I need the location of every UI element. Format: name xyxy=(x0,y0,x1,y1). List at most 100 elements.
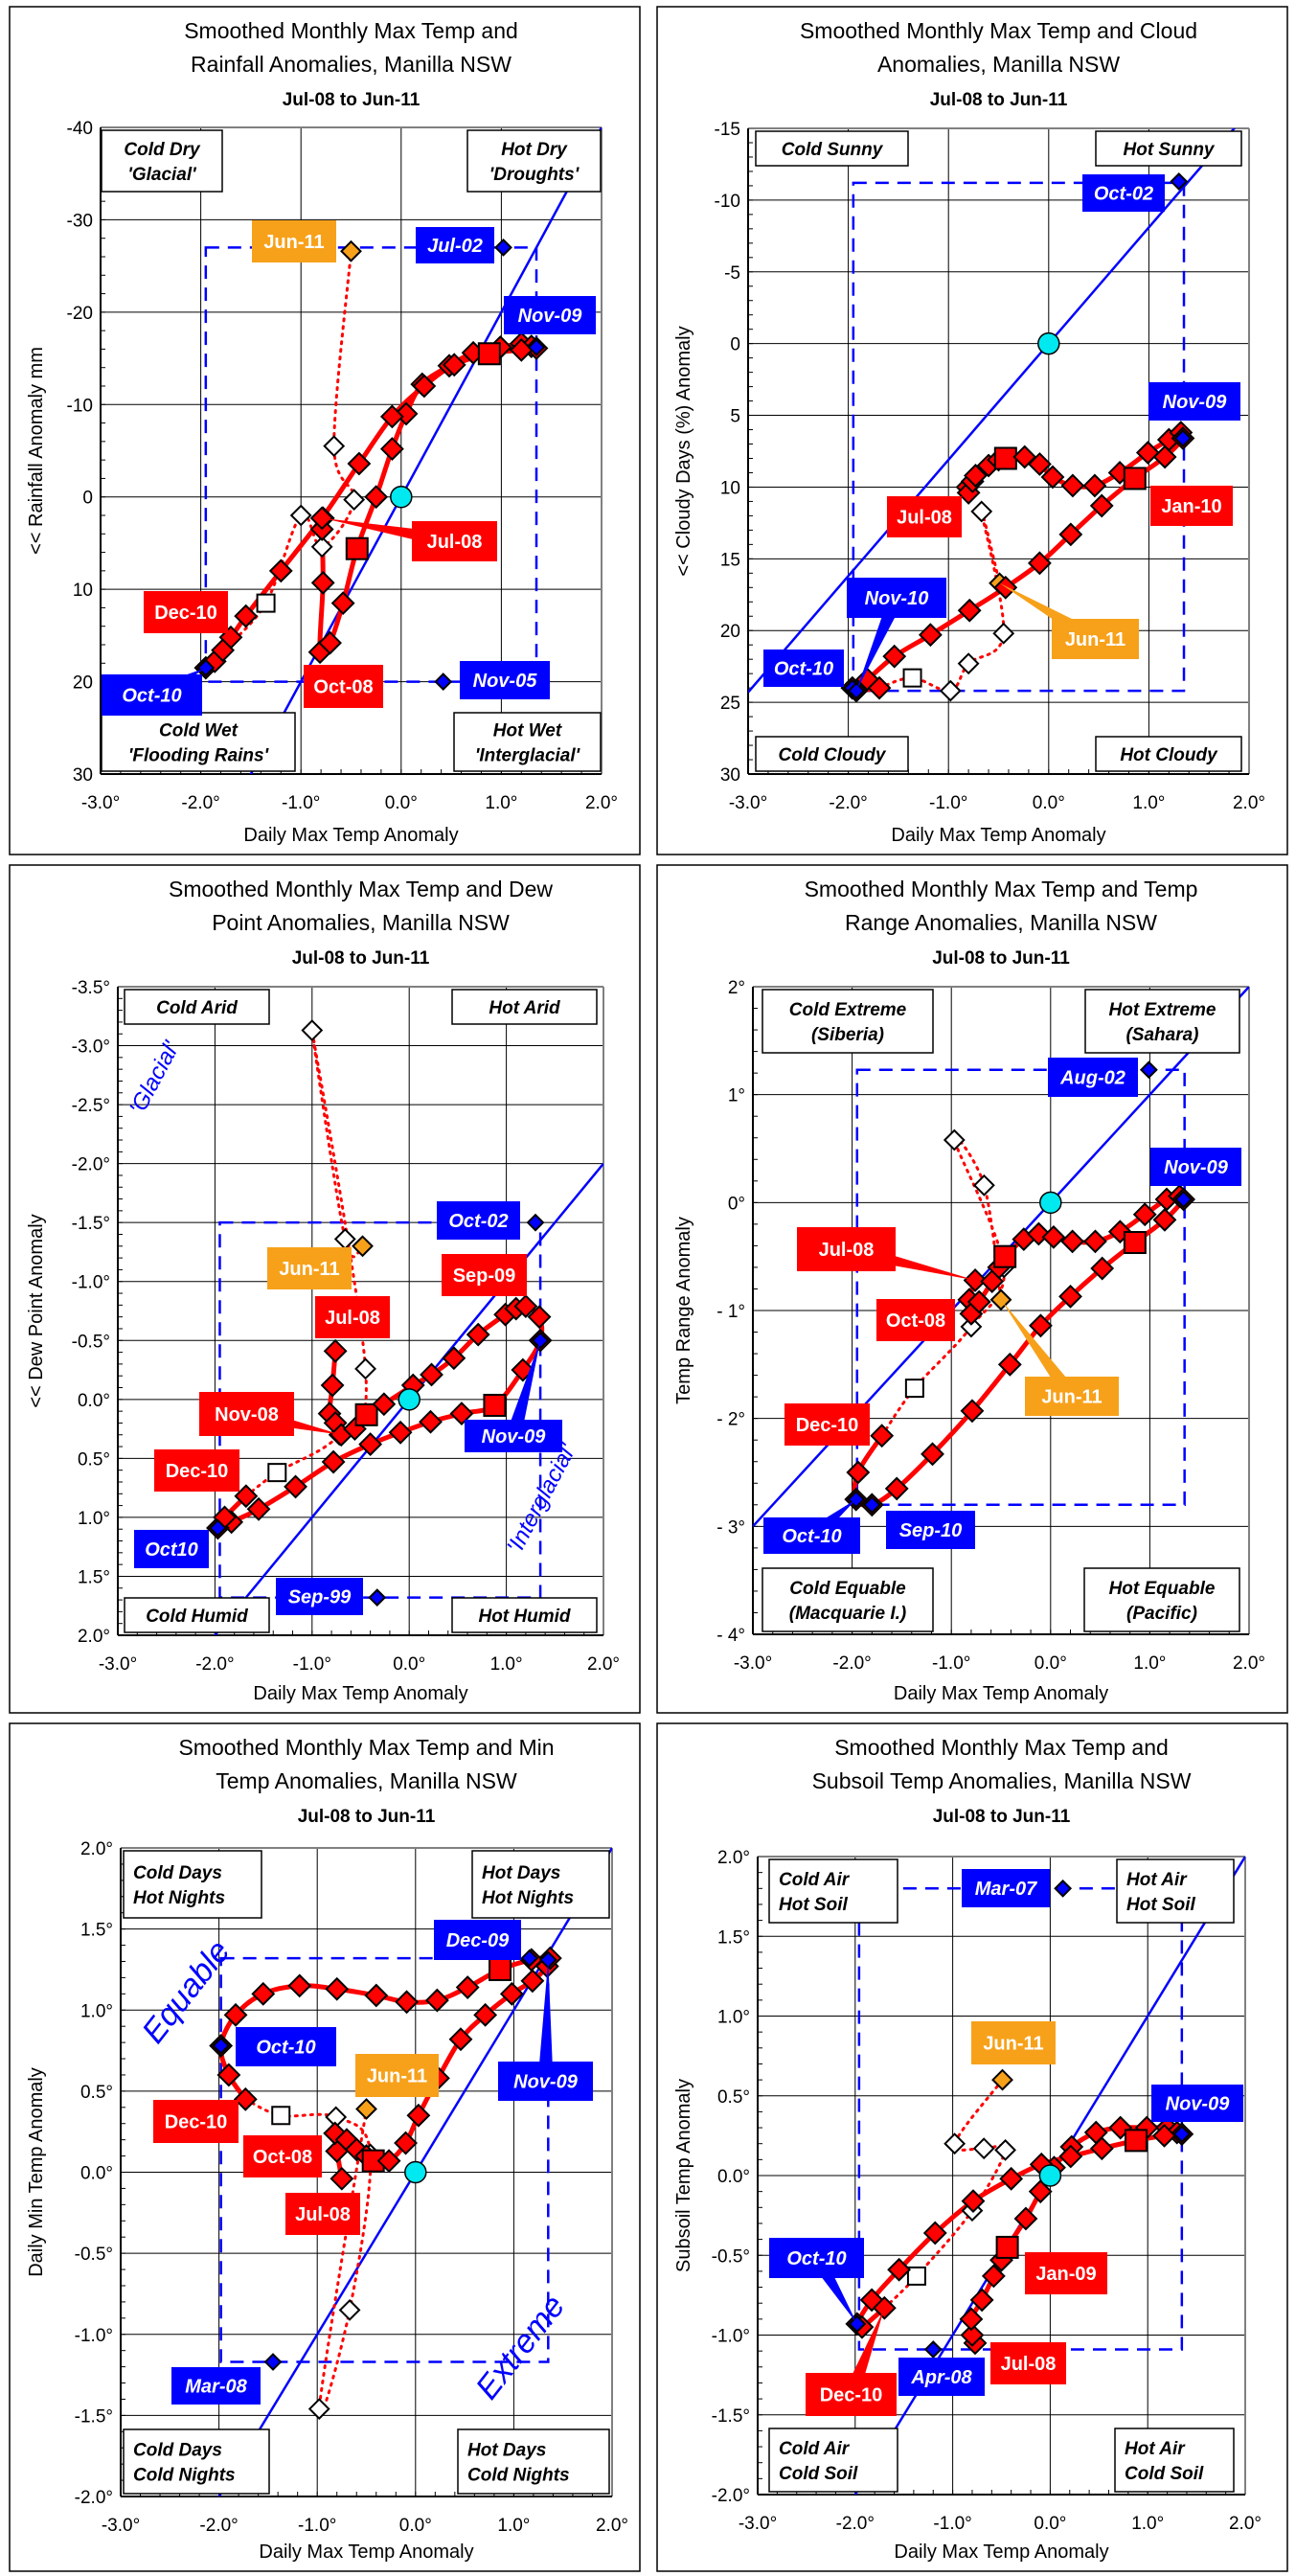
y-tick-label: 0 xyxy=(82,489,93,509)
recent-month-marker xyxy=(972,1174,995,1197)
monthly-marker xyxy=(347,451,372,476)
monthly-marker xyxy=(1089,493,1114,518)
x-tick-label: 2.0° xyxy=(596,2516,628,2536)
latest-month-marker xyxy=(991,2068,1013,2091)
recent-month-marker xyxy=(970,500,993,523)
quadrant-text: 'Glacial' xyxy=(127,165,197,185)
record-marker xyxy=(434,672,453,691)
callout-text: Nov-09 xyxy=(1166,2094,1231,2115)
callout-text: Jul-08 xyxy=(1001,2354,1057,2375)
chart-panel-5: Smoothed Monthly Max Temp and Min Temp An… xyxy=(9,1722,641,2572)
recent-jan-square-marker xyxy=(267,1463,287,1483)
monthly-marker xyxy=(513,1294,538,1318)
x-tick-label: 1.0° xyxy=(1131,2514,1164,2534)
callout-blue-oct-02: Oct-02 xyxy=(1082,174,1165,212)
monthly-marker xyxy=(1029,1313,1053,1338)
callout-text: Jun-11 xyxy=(983,2034,1043,2055)
callout-box xyxy=(990,2342,1066,2384)
monthly-marker xyxy=(1058,2144,1083,2169)
y-tick-label: -0.5° xyxy=(75,2245,113,2265)
record-marker xyxy=(531,1331,550,1350)
quadrant-label-tl: Cold Extreme (Siberia) xyxy=(762,989,934,1054)
callout-blue-nov-05: Nov-05 xyxy=(460,661,550,699)
monthly-marker xyxy=(394,2131,418,2155)
quadrant-text: Cold Extreme xyxy=(789,1000,907,1020)
monthly-marker xyxy=(959,2307,984,2332)
callout-red-dec-10: Dec-10 xyxy=(154,1449,239,1492)
quadrant-text: Cold Air xyxy=(779,2439,851,2459)
y-tick-label: -1.0° xyxy=(72,1273,110,1293)
callout-blue-nov-09: Nov-09 xyxy=(1150,1148,1241,1186)
callout-box xyxy=(784,1403,870,1446)
y-tick-label: 10 xyxy=(73,581,93,601)
quadrant-label-bl: Cold Air Cold Soil xyxy=(768,2428,898,2493)
callout-box xyxy=(1025,1377,1119,1416)
y-tick-label: -3.5° xyxy=(72,978,110,998)
x-tick-label: 1.0° xyxy=(485,793,517,813)
quadrant-label-tl: Cold Sunny xyxy=(755,130,909,167)
callout-text: Apr-08 xyxy=(910,2367,972,2388)
chart-subtitle: Jul-08 to Jun-11 xyxy=(930,90,1068,110)
y-tick-label: 30 xyxy=(73,765,93,786)
x-tick-label: -2.0° xyxy=(195,1654,234,1675)
quadrant-box xyxy=(768,1858,898,1924)
record-extremes-box xyxy=(218,1220,542,1599)
quadrant-box xyxy=(457,2428,610,2495)
record-marker xyxy=(212,2037,231,2055)
callout-text: Sep-10 xyxy=(899,1520,963,1541)
recent-month-marker xyxy=(301,1019,324,1041)
monthly-marker xyxy=(918,623,943,648)
callout-box xyxy=(144,591,228,633)
quadrant-text: (Sahara) xyxy=(1125,1025,1198,1045)
y-tick-label: 0.0° xyxy=(80,2164,113,2184)
callout-red-jul-08: Jul-08 xyxy=(315,1296,390,1338)
y-tick-label: 1.5° xyxy=(717,1927,750,1948)
monthly-marker xyxy=(211,638,236,663)
y-tick-label: 15 xyxy=(720,550,740,570)
callout-red-jul-08: Jul-08 xyxy=(285,2193,360,2235)
quadrant-text: Hot Wet xyxy=(493,721,562,741)
quadrant-text: Cold Wet xyxy=(159,721,239,741)
monthly-marker xyxy=(887,2257,912,2282)
callout-text: Oct-08 xyxy=(886,1311,945,1332)
y-tick-label: -0.5° xyxy=(72,1332,110,1352)
callout-box xyxy=(763,650,844,687)
callout-box xyxy=(267,1247,352,1289)
callout-blue-aug-02: Aug-02 xyxy=(1048,1058,1138,1097)
january-square-marker xyxy=(489,1957,512,1981)
callout-text: Nov-09 xyxy=(482,1426,547,1448)
chart-subtitle: Jul-08 to Jun-11 xyxy=(283,90,421,110)
chart-title-line-1: Smoothed Monthly Max Temp and Temp xyxy=(805,877,1198,901)
recent-month-marker xyxy=(307,2398,330,2421)
callout-box xyxy=(876,1299,955,1341)
monthly-marker xyxy=(442,1346,466,1371)
quadrant-label-br: Hot Air Cold Soil xyxy=(1114,2428,1235,2493)
callout-blue-oct-10: Oct-10 xyxy=(102,668,206,716)
y-tick-label: 30 xyxy=(720,765,740,786)
callout-text: Oct-10 xyxy=(122,686,181,707)
y-tick-label: -1.0° xyxy=(75,2326,113,2346)
record-marker xyxy=(209,1518,227,1538)
callout-text: Jul-08 xyxy=(897,508,952,529)
monthly-marker xyxy=(964,464,988,488)
latest-month-marker xyxy=(355,2098,377,2120)
chart-panel-2: Smoothed Monthly Max Temp and Cloud Anoma… xyxy=(656,6,1288,855)
x-tick-label: 2.0° xyxy=(587,1654,620,1675)
callout-box xyxy=(1151,2085,1243,2122)
quadrant-label-bl: Cold Cloudy xyxy=(755,736,909,772)
quadrant-box xyxy=(453,712,602,772)
x-tick-label: -1.0° xyxy=(282,793,320,813)
monthly-marker xyxy=(963,1268,988,1292)
january-square-marker xyxy=(1124,2129,1148,2153)
callout-text: Oct-02 xyxy=(448,1211,508,1232)
y-tick-label: - 3° xyxy=(716,1517,745,1538)
monthly-marker xyxy=(1028,2179,1053,2204)
callout-text: Oct-10 xyxy=(782,1526,841,1547)
quadrant-text: Cold Cloudy xyxy=(779,745,887,765)
record-extremes-box xyxy=(219,1956,550,2363)
recent-month-marker xyxy=(957,652,980,675)
quadrant-label-br: Hot Equable (Pacific) xyxy=(1083,1567,1240,1632)
quadrant-label-br: Hot Cloudy xyxy=(1095,736,1242,772)
callout-red-dec-10: Dec-10 xyxy=(806,2308,897,2416)
callout-pointer xyxy=(855,594,904,692)
